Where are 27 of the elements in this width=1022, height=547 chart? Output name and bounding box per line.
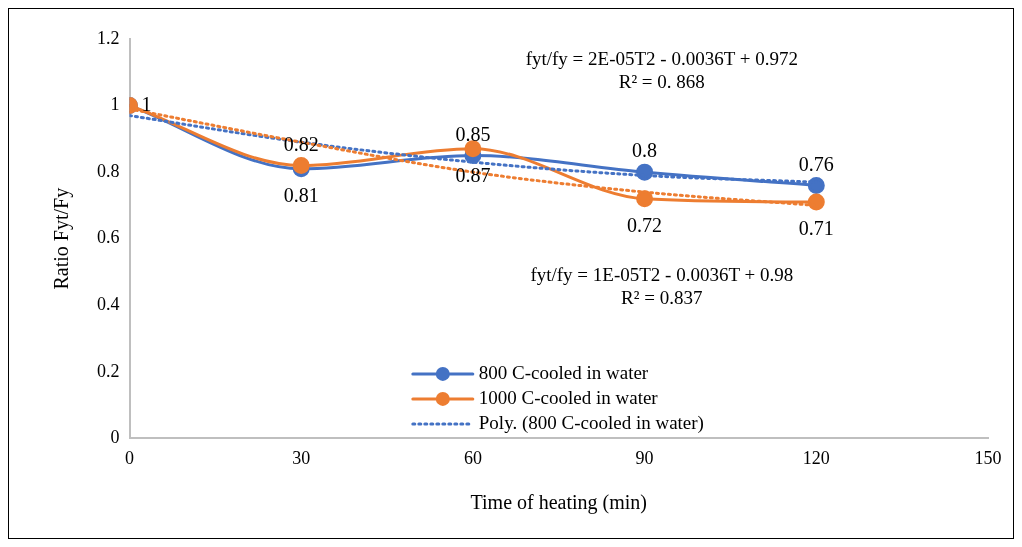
y-tick-label: 0.2 — [97, 360, 120, 381]
data-label: 0.72 — [627, 214, 663, 237]
y-axis-title: Ratio Fyt/Fy — [50, 187, 74, 290]
y-tick-label: 0.6 — [97, 227, 120, 248]
data-label: 0.85 — [455, 122, 491, 145]
x-tick-label: 90 — [635, 447, 654, 468]
x-tick-label: 0 — [125, 447, 134, 468]
legend-label: 1000 C-cooled in water — [478, 386, 659, 408]
x-tick-label: 150 — [974, 447, 1002, 468]
x-tick-label: 30 — [292, 447, 311, 468]
x-tick-label: 60 — [463, 447, 482, 468]
y-tick-label: 1.2 — [97, 27, 120, 48]
data-label: 0.81 — [283, 184, 319, 207]
y-tick-label: 0 — [110, 427, 120, 448]
data-label: 0.8 — [632, 139, 658, 162]
x-axis-title: Time of heating (min) — [470, 491, 647, 515]
annotation: fyt/fy = 1E-05T2 - 0.0036T + 0.98 R² = 0.837 — [530, 264, 794, 309]
data-label: 1 — [141, 92, 152, 115]
annotation: fyt/fy = 2E-05T2 - 0.0036T + 0.972 R² = 0. 868 — [525, 48, 798, 93]
y-tick-label: 0.4 — [97, 294, 120, 314]
x-tick-label: 120 — [802, 447, 830, 468]
legend-label: 800 C-cooled in water — [478, 361, 649, 383]
data-label: 0.71 — [798, 217, 834, 240]
data-label: 0.76 — [798, 152, 834, 175]
y-tick-label: 0.8 — [97, 160, 120, 181]
legend-label: Poly. (800 C-cooled in water) — [478, 411, 704, 434]
y-tick-label: 1 — [110, 94, 120, 115]
